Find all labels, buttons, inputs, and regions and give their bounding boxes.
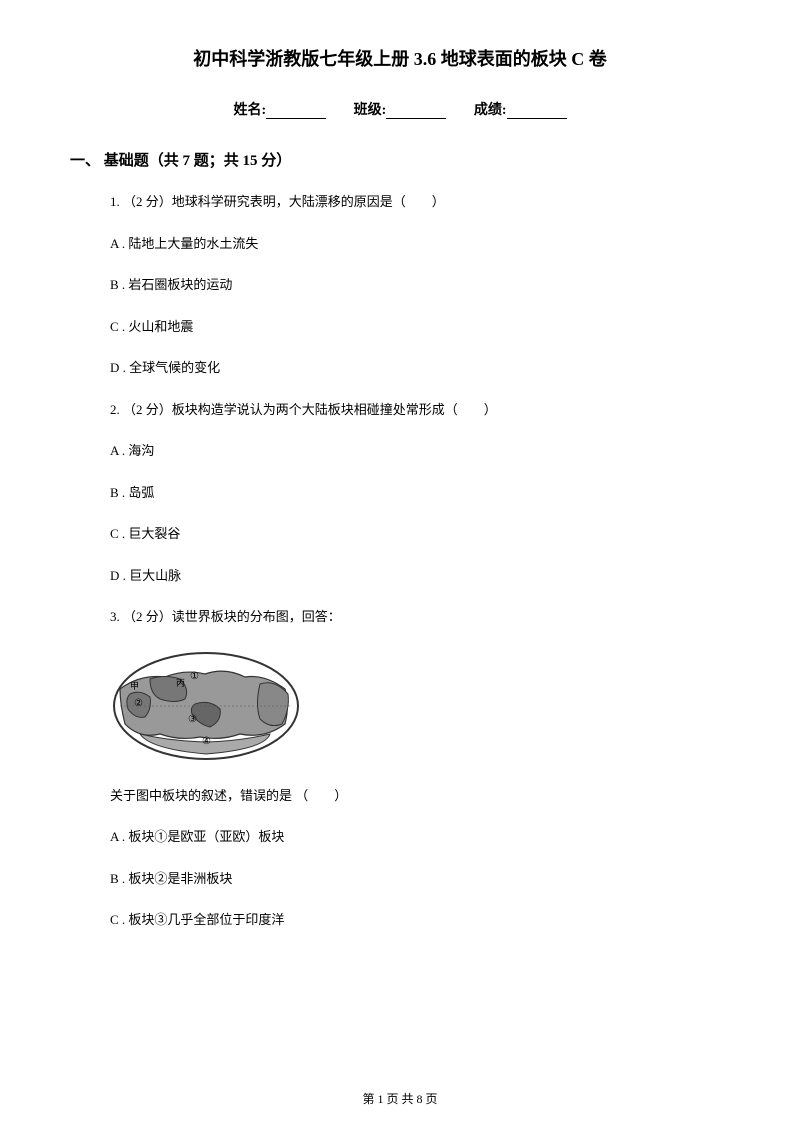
score-label: 成绩: bbox=[474, 103, 507, 118]
svg-text:①: ① bbox=[190, 671, 199, 682]
question-3-option-c: C . 板块③几乎全部位于印度洋 bbox=[110, 910, 730, 930]
name-field: 姓名: bbox=[233, 99, 326, 119]
question-3: 3. （2 分）读世界板块的分布图，回答： bbox=[110, 607, 730, 627]
class-blank bbox=[386, 103, 446, 119]
question-1-option-c: C . 火山和地震 bbox=[110, 317, 730, 337]
question-3-option-b: B . 板块②是非洲板块 bbox=[110, 869, 730, 889]
name-blank bbox=[266, 103, 326, 119]
page-footer: 第 1 页 共 8 页 bbox=[0, 1090, 800, 1107]
question-1: 1. （2 分）地球科学研究表明，大陆漂移的原因是（ ） bbox=[110, 192, 730, 212]
svg-text:④: ④ bbox=[202, 736, 211, 747]
question-2-option-c: C . 巨大裂谷 bbox=[110, 524, 730, 544]
question-3-option-a: A . 板块①是欧亚（亚欧）板块 bbox=[110, 827, 730, 847]
student-info-line: 姓名: 班级: 成绩: bbox=[70, 99, 730, 119]
svg-text:甲: 甲 bbox=[130, 681, 139, 691]
question-1-option-b: B . 岩石圈板块的运动 bbox=[110, 275, 730, 295]
svg-text:②: ② bbox=[134, 698, 143, 709]
svg-text:③: ③ bbox=[188, 714, 197, 725]
score-blank bbox=[507, 103, 567, 119]
class-label: 班级: bbox=[354, 103, 387, 118]
question-3-post-image: 关于图中板块的叙述，错误的是 （ ） bbox=[110, 786, 730, 806]
question-1-option-d: D . 全球气候的变化 bbox=[110, 358, 730, 378]
question-2-option-b: B . 岛弧 bbox=[110, 483, 730, 503]
question-2: 2. （2 分）板块构造学说认为两个大陆板块相碰撞处常形成（ ） bbox=[110, 400, 730, 420]
question-2-option-d: D . 巨大山脉 bbox=[110, 566, 730, 586]
svg-text:丙: 丙 bbox=[176, 678, 185, 688]
score-field: 成绩: bbox=[474, 99, 567, 119]
question-2-option-a: A . 海沟 bbox=[110, 441, 730, 461]
class-field: 班级: bbox=[354, 99, 447, 119]
section-header: 一、 基础题（共 7 题；共 15 分） bbox=[70, 149, 730, 170]
name-label: 姓名: bbox=[233, 103, 266, 118]
question-1-option-a: A . 陆地上大量的水土流失 bbox=[110, 234, 730, 254]
document-title: 初中科学浙教版七年级上册 3.6 地球表面的板块 C 卷 bbox=[70, 45, 730, 71]
world-plates-map: ① 丙 甲 ② ③ ④ bbox=[110, 649, 302, 764]
